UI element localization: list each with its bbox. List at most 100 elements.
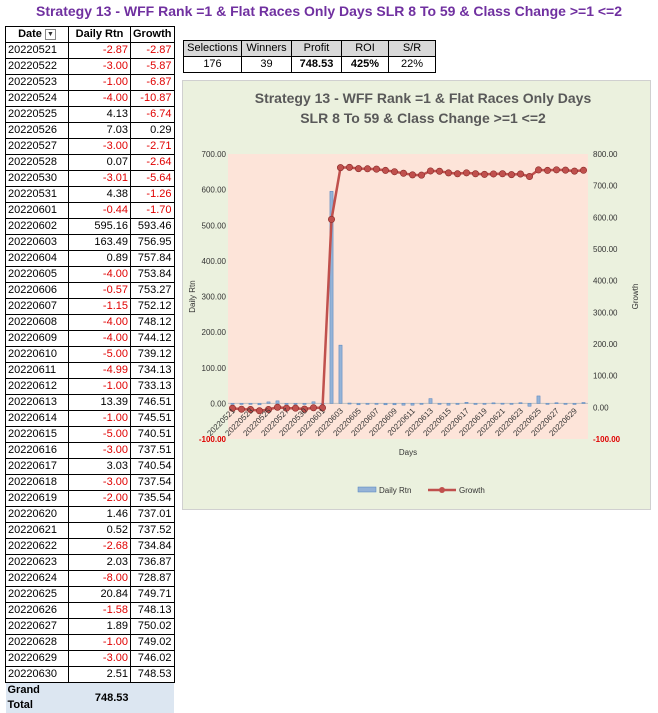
cell-growth: 746.02 xyxy=(131,651,175,667)
cell-date: 20220526 xyxy=(6,123,69,139)
cell-growth: 593.46 xyxy=(131,219,175,235)
cell-growth: -2.71 xyxy=(131,139,175,155)
cell-date: 20220618 xyxy=(6,475,69,491)
legend-swatch-daily-rtn xyxy=(358,487,376,492)
cell-date: 20220620 xyxy=(6,507,69,523)
cell-date: 20220613 xyxy=(6,395,69,411)
cell-date: 20220623 xyxy=(6,555,69,571)
daily-rtn-bar xyxy=(573,403,576,404)
stats-header-selections: Selections xyxy=(184,41,242,57)
filter-dropdown-icon[interactable]: ▼ xyxy=(45,29,56,40)
cell-daily-rtn: -1.58 xyxy=(69,603,131,619)
grand-total-empty xyxy=(131,683,175,713)
cell-date: 20220605 xyxy=(6,267,69,283)
cell-date: 20220608 xyxy=(6,315,69,331)
daily-rtn-bar xyxy=(231,403,234,404)
stats-header-winners: Winners xyxy=(242,41,292,57)
cell-daily-rtn: 20.84 xyxy=(69,587,131,603)
cell-growth: 733.13 xyxy=(131,379,175,395)
growth-point xyxy=(508,171,514,177)
cell-date: 20220617 xyxy=(6,459,69,475)
cell-growth: 735.54 xyxy=(131,491,175,507)
cell-daily-rtn: -4.00 xyxy=(69,91,131,107)
growth-point xyxy=(481,171,487,177)
cell-daily-rtn: 4.13 xyxy=(69,107,131,123)
growth-point xyxy=(472,171,478,177)
legend-swatch-growth-marker xyxy=(439,487,445,493)
cell-growth: 737.01 xyxy=(131,507,175,523)
daily-rtn-bar xyxy=(474,403,477,404)
cell-daily-rtn: 0.07 xyxy=(69,155,131,171)
header-date-label: Date xyxy=(18,28,42,40)
cell-daily-rtn: -2.87 xyxy=(69,43,131,59)
summary-stats-table: Selections Winners Profit ROI S/R 176 39… xyxy=(183,40,436,73)
cell-daily-rtn: -0.44 xyxy=(69,203,131,219)
stats-header-profit: Profit xyxy=(292,41,342,57)
daily-rtn-bar xyxy=(438,403,441,404)
y-right-tick-label: 400.00 xyxy=(593,277,618,286)
growth-point xyxy=(463,170,469,176)
daily-rtn-bar xyxy=(249,403,252,404)
stats-header-row: Selections Winners Profit ROI S/R xyxy=(184,41,436,57)
growth-point xyxy=(274,404,280,410)
header-growth: Growth xyxy=(131,27,175,43)
daily-rtn-bar xyxy=(312,402,315,404)
grand-total-value: 748.53 xyxy=(69,683,131,713)
cell-date: 20220629 xyxy=(6,651,69,667)
cell-growth: 737.51 xyxy=(131,443,175,459)
y-right-tick-label: 800.00 xyxy=(593,150,618,159)
cell-daily-rtn: 4.38 xyxy=(69,187,131,203)
daily-rtn-bar xyxy=(555,403,558,404)
cell-date: 20220528 xyxy=(6,155,69,171)
cell-daily-rtn: -1.00 xyxy=(69,75,131,91)
cell-date: 20220607 xyxy=(6,299,69,315)
daily-rtn-bar xyxy=(447,403,450,405)
chart-area[interactable]: Strategy 13 - WFF Rank =1 & Flat Races O… xyxy=(182,80,651,510)
cell-growth: -5.87 xyxy=(131,59,175,75)
daily-rtn-bar xyxy=(465,402,468,403)
cell-daily-rtn: -5.00 xyxy=(69,427,131,443)
cell-growth: 740.51 xyxy=(131,427,175,443)
cell-date: 20220615 xyxy=(6,427,69,443)
header-date[interactable]: Date▼ xyxy=(6,27,69,43)
chart-title-line2: SLR 8 To 59 & Class Change >=1 <=2 xyxy=(300,110,546,126)
daily-rtn-bar xyxy=(303,403,306,404)
cell-growth: 740.54 xyxy=(131,459,175,475)
daily-rtn-bar xyxy=(537,396,540,403)
daily-rtn-bar xyxy=(267,402,270,403)
cell-date: 20220625 xyxy=(6,587,69,603)
y-right-tick-label: 500.00 xyxy=(593,245,618,254)
cell-daily-rtn: -1.00 xyxy=(69,379,131,395)
growth-point xyxy=(373,166,379,172)
cell-growth: -6.74 xyxy=(131,107,175,123)
table-row: 20220527-3.00-2.71 xyxy=(6,139,175,155)
daily-rtn-bar xyxy=(366,403,369,404)
y-left-tick-label: 700.00 xyxy=(202,150,227,159)
growth-point xyxy=(454,171,460,177)
cell-daily-rtn: -4.00 xyxy=(69,331,131,347)
cell-growth: 749.71 xyxy=(131,587,175,603)
growth-point xyxy=(490,171,496,177)
table-row: 20220530-3.01-5.64 xyxy=(6,171,175,187)
daily-rtn-bar xyxy=(420,403,423,404)
y-left-tick-label: 100.00 xyxy=(202,364,227,373)
daily-rtn-bar xyxy=(339,345,342,403)
daily-rtn-bar xyxy=(411,403,414,405)
stats-header-roi: ROI xyxy=(342,41,389,57)
cell-date: 20220527 xyxy=(6,139,69,155)
cell-daily-rtn: 0.52 xyxy=(69,523,131,539)
growth-point xyxy=(445,170,451,176)
table-row: 20220601-0.44-1.70 xyxy=(6,203,175,219)
cell-date: 20220612 xyxy=(6,379,69,395)
stats-roi: 425% xyxy=(342,57,389,73)
stats-sr: 22% xyxy=(389,57,436,73)
cell-date: 20220614 xyxy=(6,411,69,427)
